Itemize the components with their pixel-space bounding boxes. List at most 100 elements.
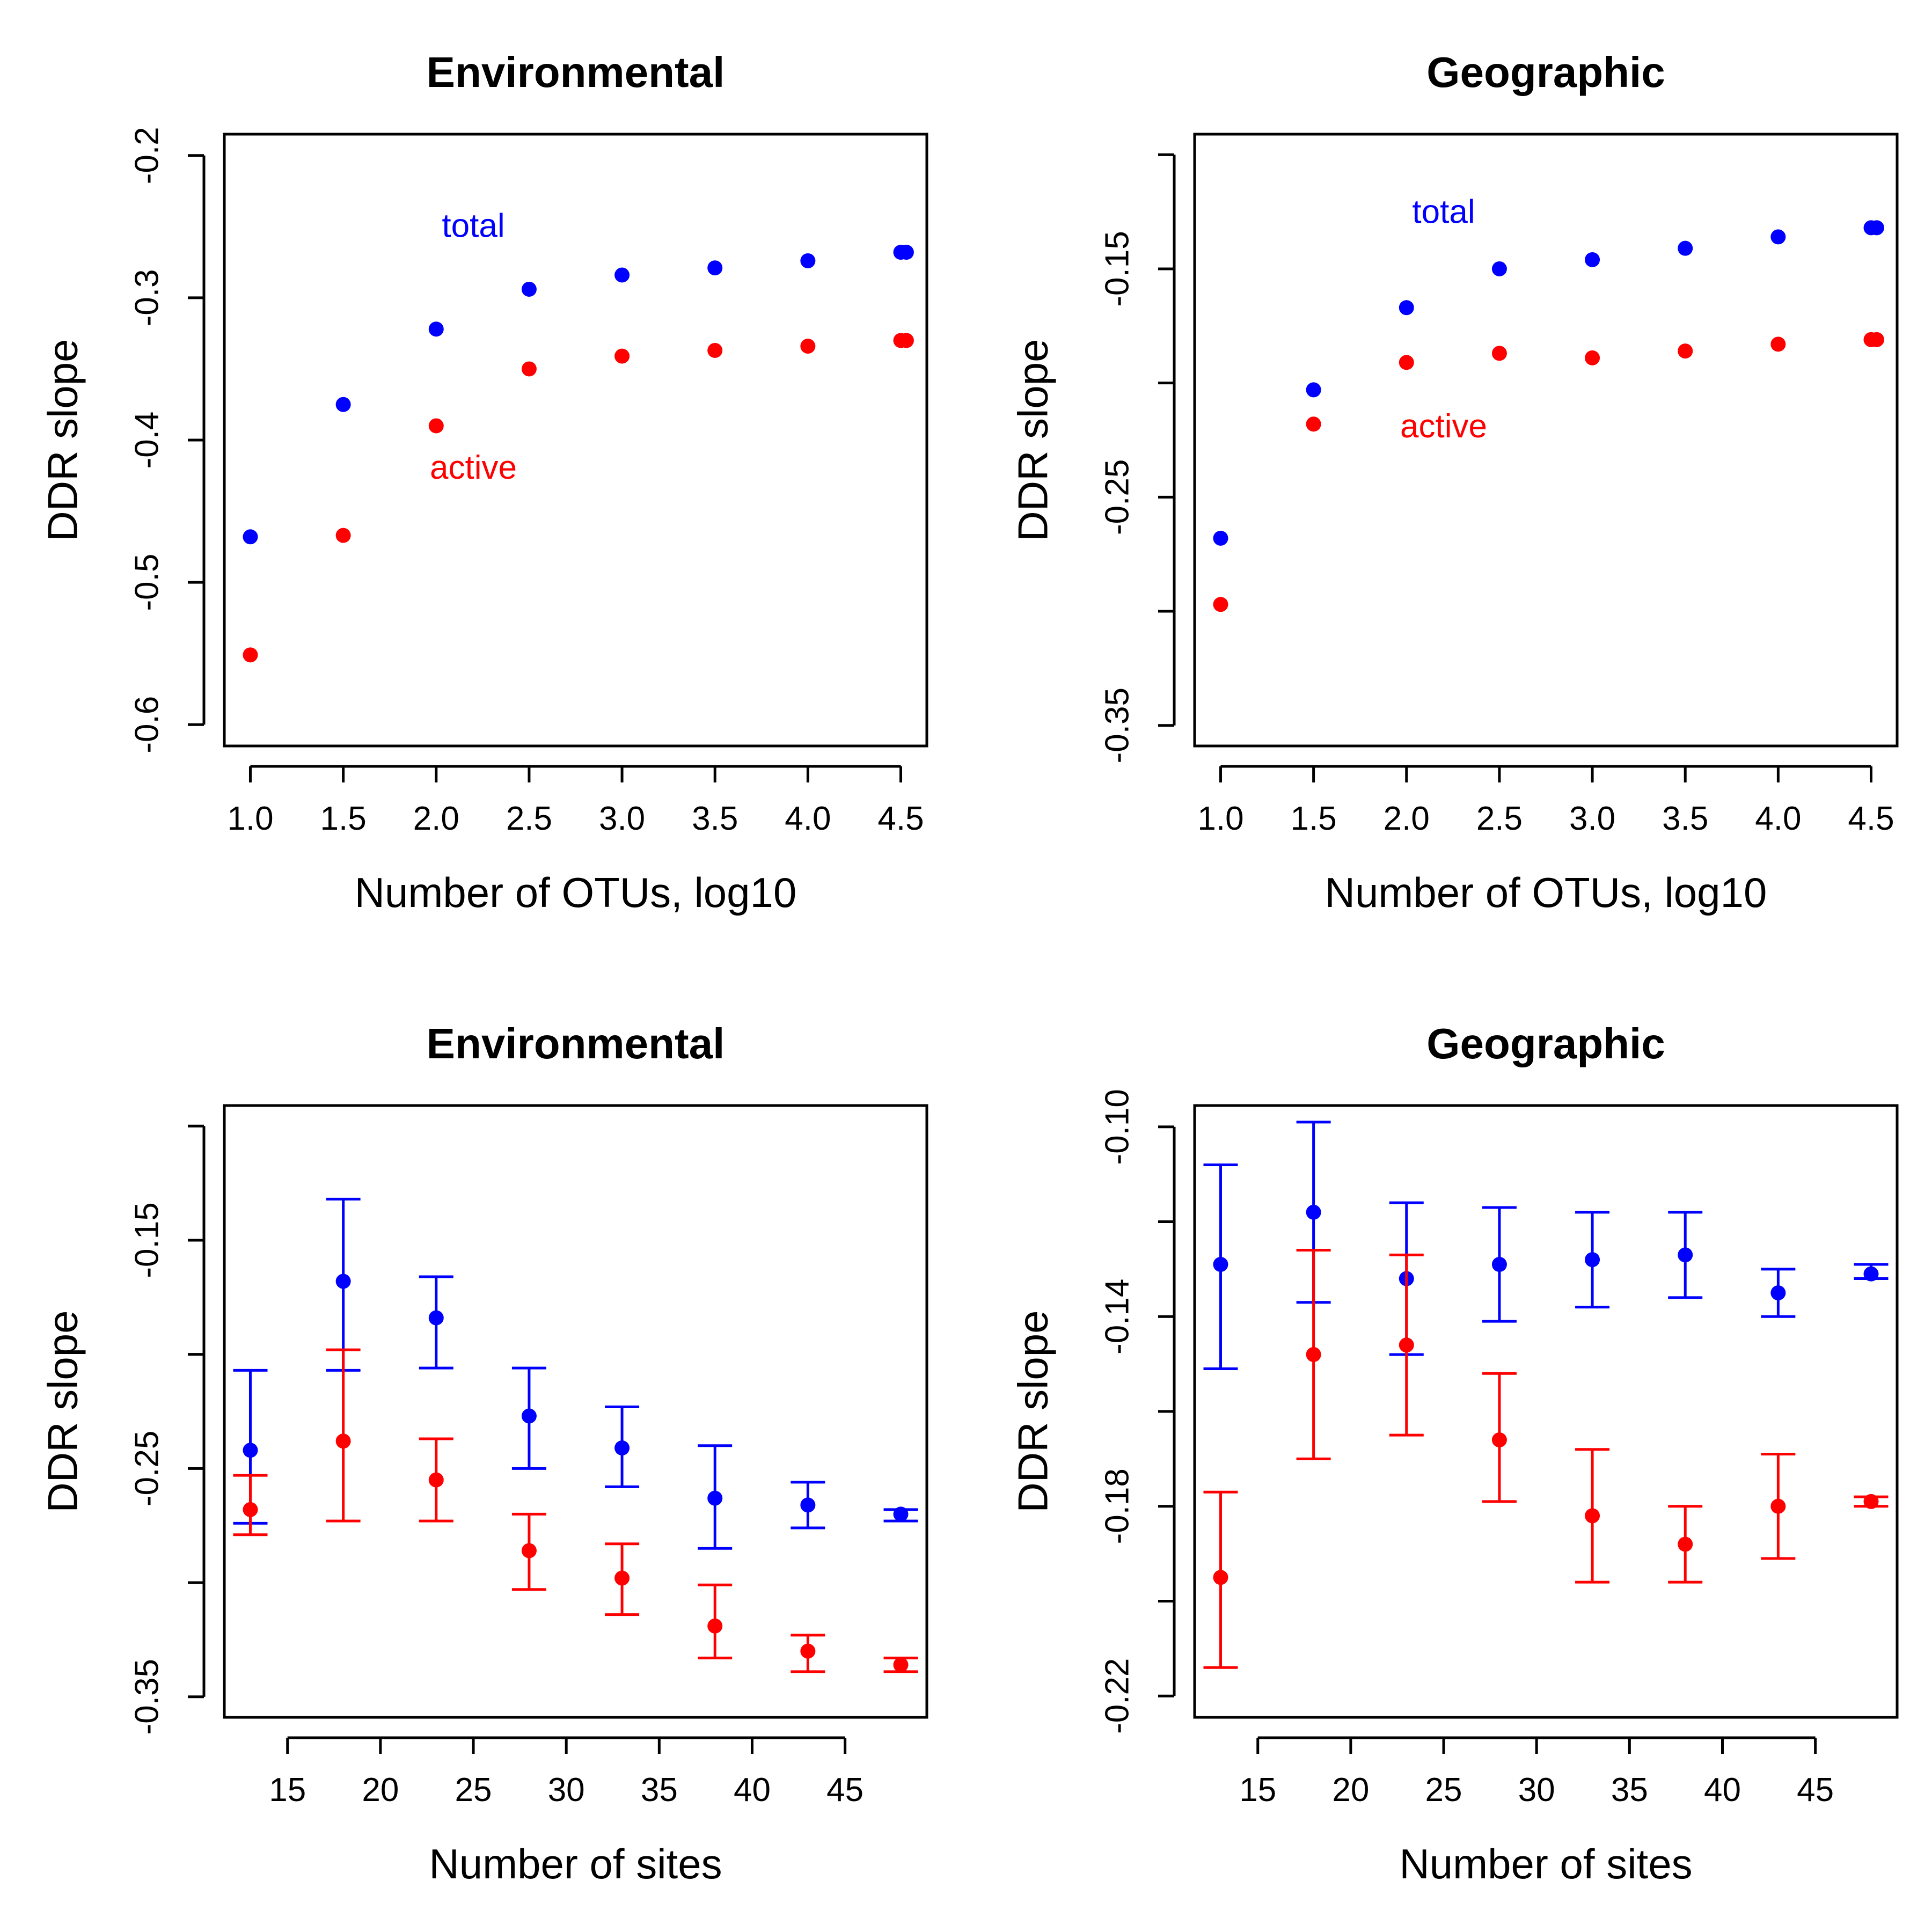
chart-title: Geographic [1426,48,1665,96]
y-tick-label: -0.10 [1099,1089,1136,1165]
panel-3: Environmental 15 20 25 30 35 40 45 Number of sit… [39,1020,928,1887]
series-total [233,1197,918,1550]
data-point-active [521,1543,537,1558]
data-point-total [428,1310,444,1326]
data-point-total [1306,1204,1321,1220]
data-point-active [1213,597,1228,612]
chart-title: Environmental [427,1020,725,1067]
data-point-active [1399,1337,1414,1353]
y-tick-label: -0.4 [128,412,165,469]
x-tick-label: 1.5 [320,800,367,837]
panel-4: Geographic 15 20 25 30 35 40 45 Number of sites -… [1009,1020,1899,1887]
y-tick-label: -0.18 [1099,1468,1136,1544]
data-point-active [1770,336,1786,352]
data-point-total [1869,220,1884,236]
data-point-active [1678,343,1693,359]
data-point-total [1491,1257,1507,1272]
series-active [1213,332,1884,612]
x-tick-label: 20 [362,1772,399,1809]
data-point-active [1585,1508,1600,1524]
x-tick-label: 35 [641,1772,678,1809]
x-tick-label: 25 [455,1772,492,1809]
data-point-total [707,1490,723,1506]
y-axis-label: DDR slope [39,1310,86,1512]
x-tick-label: 4.0 [785,800,831,837]
y-tick-label: -0.22 [1099,1658,1136,1734]
x-axis-label: Number of OTUs, log10 [1325,869,1767,916]
plot-frame [223,1104,928,1719]
data-point-total [1491,261,1507,276]
data-point-active [1306,416,1321,432]
series-active [243,333,914,663]
x-tick-label: 15 [1239,1772,1276,1809]
data-point-active [521,361,537,377]
x-axis-label: Number of sites [1399,1840,1692,1887]
data-point-active [1585,350,1600,365]
data-point-active [893,1657,909,1673]
data-point-active [335,1433,351,1449]
data-point-total [1770,229,1786,245]
data-point-total [1863,1266,1879,1282]
x-tick-label: 40 [734,1772,771,1809]
x-tick-label: 45 [826,1772,863,1809]
series-total [1203,1121,1889,1370]
data-point-total [428,321,444,337]
data-point-total [898,245,914,260]
series-total [243,245,914,545]
data-point-active [800,1643,816,1659]
data-point-active [1491,1432,1507,1448]
data-point-active [614,348,630,364]
series-active [233,1348,918,1673]
data-point-total [800,253,816,268]
data-point-active [1491,346,1507,361]
y-axis-label: DDR slope [1009,339,1057,541]
annotation-total: total [1412,193,1475,230]
x-tick-label: 4.5 [877,800,924,837]
plot-frame [1193,133,1899,748]
y-tick-label: -0.25 [128,1431,165,1506]
data-point-total [1585,252,1600,267]
data-point-total [521,1408,537,1424]
x-tick-label: 2.5 [1476,800,1523,837]
y-tick-label: -0.15 [128,1202,165,1278]
x-tick-label: 15 [269,1772,306,1809]
y-axis-label: DDR slope [1009,1310,1057,1512]
x-tick-label: 35 [1611,1772,1648,1809]
annotation-active: active [1400,408,1487,445]
data-point-active [707,1618,723,1634]
x-tick-label: 30 [548,1772,585,1809]
x-tick-label: 3.5 [1662,800,1708,837]
x-tick-label: 1.5 [1291,800,1337,837]
data-point-total [1585,1252,1600,1268]
series-total [1213,220,1884,546]
plot-frame [223,133,928,748]
data-point-active [243,1502,258,1517]
y-tick-label: -0.5 [128,554,165,611]
x-tick-label: 1.0 [227,800,273,837]
chart-title: Geographic [1426,1020,1665,1067]
data-point-total [614,1440,630,1456]
data-point-total [614,267,630,283]
data-point-active [1213,1570,1228,1585]
x-axis-label: Number of OTUs, log10 [355,869,797,916]
data-point-active [1306,1346,1321,1362]
x-tick-label: 2.0 [413,800,459,837]
plot-frame [1193,1104,1899,1719]
x-tick-label: 25 [1425,1772,1462,1809]
x-tick-label: 1.0 [1197,800,1243,837]
x-tick-label: 40 [1704,1772,1741,1809]
y-axis-label: DDR slope [39,339,86,541]
panel-2: Geographic 1.0 1.5 2.0 2.5 3.0 3.5 4.0 4.5 Number… [1009,48,1899,916]
y-tick-label: -0.15 [1099,231,1136,306]
data-point-active [243,647,258,663]
data-point-active [1869,332,1884,347]
series-active [1203,1249,1889,1669]
x-tick-label: 4.0 [1755,800,1801,837]
data-point-total [707,260,723,276]
y-tick-label: -0.35 [128,1659,165,1735]
data-point-total [243,1443,258,1458]
data-point-active [707,342,723,358]
data-point-active [1863,1494,1879,1509]
annotation-total: total [442,207,504,244]
